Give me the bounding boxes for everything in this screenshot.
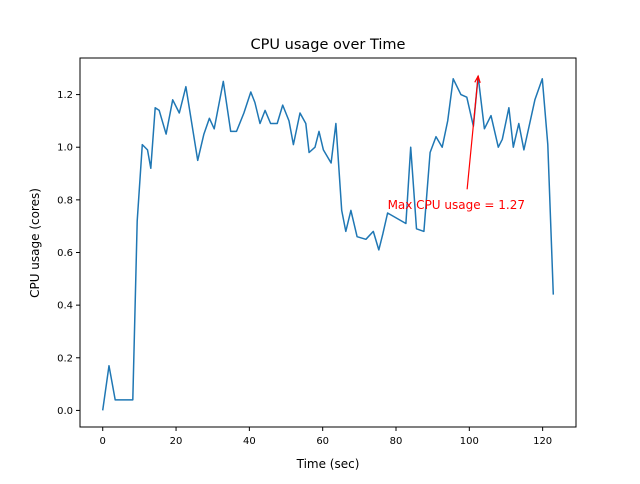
y-tick-label: 0.8 xyxy=(57,195,73,206)
x-axis-label: Time (sec) xyxy=(296,457,360,471)
series-line-cpu-usage xyxy=(103,76,554,410)
y-axis-label: CPU usage (cores) xyxy=(28,188,42,298)
chart-title: CPU usage over Time xyxy=(251,37,406,53)
x-tick-label: 80 xyxy=(390,436,403,447)
y-tick-label: 0.2 xyxy=(57,353,73,364)
y-tick-label: 0.0 xyxy=(57,406,73,417)
x-tick-label: 60 xyxy=(316,436,329,447)
y-tick-label: 1.2 xyxy=(57,90,73,101)
annotation-arrow xyxy=(467,76,478,189)
x-tick-label: 120 xyxy=(533,436,552,447)
x-tick-label: 0 xyxy=(100,436,106,447)
annotation-label: Max CPU usage = 1.27 xyxy=(388,198,525,212)
y-tick-label: 0.6 xyxy=(57,248,73,259)
y-tick-label: 0.4 xyxy=(57,301,73,312)
x-tick-label: 100 xyxy=(460,436,479,447)
x-tick-label: 20 xyxy=(170,436,183,447)
y-tick-label: 1.0 xyxy=(57,143,73,154)
x-tick-label: 40 xyxy=(243,436,256,447)
